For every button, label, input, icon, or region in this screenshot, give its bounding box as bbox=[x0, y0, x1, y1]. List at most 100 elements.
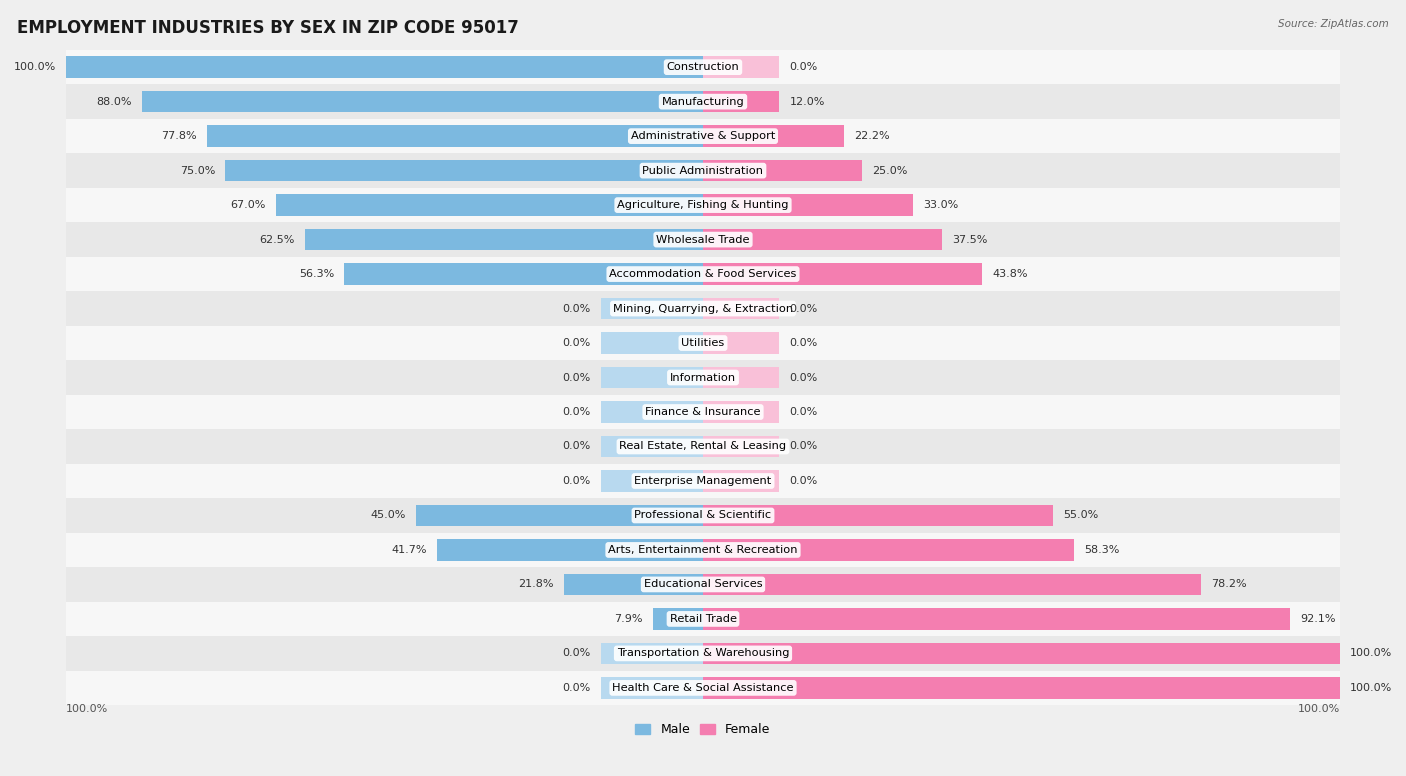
Text: 0.0%: 0.0% bbox=[562, 407, 591, 417]
Bar bbox=[602, 470, 703, 492]
Bar bbox=[703, 298, 779, 319]
Text: Mining, Quarrying, & Extraction: Mining, Quarrying, & Extraction bbox=[613, 303, 793, 314]
Text: Manufacturing: Manufacturing bbox=[662, 97, 744, 106]
Text: 0.0%: 0.0% bbox=[562, 649, 591, 658]
Bar bbox=[602, 298, 703, 319]
Text: 0.0%: 0.0% bbox=[562, 683, 591, 693]
Bar bbox=[602, 436, 703, 457]
Legend: Male, Female: Male, Female bbox=[630, 719, 776, 742]
Bar bbox=[703, 195, 914, 216]
Bar bbox=[66, 223, 1340, 257]
Text: 43.8%: 43.8% bbox=[993, 269, 1028, 279]
Text: 0.0%: 0.0% bbox=[562, 303, 591, 314]
Bar bbox=[703, 160, 862, 182]
Bar bbox=[703, 263, 981, 285]
Text: Professional & Scientific: Professional & Scientific bbox=[634, 511, 772, 521]
Text: 56.3%: 56.3% bbox=[299, 269, 335, 279]
Bar bbox=[66, 464, 1340, 498]
Text: Construction: Construction bbox=[666, 62, 740, 72]
Bar bbox=[602, 643, 703, 664]
Text: 33.0%: 33.0% bbox=[924, 200, 959, 210]
Text: 77.8%: 77.8% bbox=[162, 131, 197, 141]
Bar bbox=[652, 608, 703, 629]
Bar bbox=[703, 608, 1289, 629]
Text: 100.0%: 100.0% bbox=[66, 705, 108, 714]
Bar bbox=[703, 677, 1340, 698]
Text: 67.0%: 67.0% bbox=[231, 200, 266, 210]
Bar bbox=[703, 57, 779, 78]
Text: Health Care & Social Assistance: Health Care & Social Assistance bbox=[612, 683, 794, 693]
Bar bbox=[602, 677, 703, 698]
Bar bbox=[703, 573, 1201, 595]
Bar bbox=[66, 532, 1340, 567]
Text: 37.5%: 37.5% bbox=[952, 234, 987, 244]
Text: 62.5%: 62.5% bbox=[259, 234, 295, 244]
Bar bbox=[66, 429, 1340, 464]
Bar bbox=[703, 332, 779, 354]
Bar bbox=[703, 401, 779, 423]
Text: Retail Trade: Retail Trade bbox=[669, 614, 737, 624]
Bar bbox=[344, 263, 703, 285]
Bar bbox=[66, 291, 1340, 326]
Text: EMPLOYMENT INDUSTRIES BY SEX IN ZIP CODE 95017: EMPLOYMENT INDUSTRIES BY SEX IN ZIP CODE… bbox=[17, 19, 519, 37]
Text: Information: Information bbox=[669, 372, 737, 383]
Bar bbox=[602, 332, 703, 354]
Bar bbox=[66, 50, 1340, 85]
Text: Finance & Insurance: Finance & Insurance bbox=[645, 407, 761, 417]
Text: 100.0%: 100.0% bbox=[1350, 683, 1392, 693]
Text: 100.0%: 100.0% bbox=[14, 62, 56, 72]
Bar bbox=[66, 395, 1340, 429]
Bar bbox=[66, 670, 1340, 705]
Bar bbox=[564, 573, 703, 595]
Text: Public Administration: Public Administration bbox=[643, 165, 763, 175]
Bar bbox=[602, 401, 703, 423]
Bar bbox=[66, 119, 1340, 154]
Text: Administrative & Support: Administrative & Support bbox=[631, 131, 775, 141]
Bar bbox=[66, 498, 1340, 532]
Text: 78.2%: 78.2% bbox=[1212, 580, 1247, 590]
Bar bbox=[703, 643, 1340, 664]
Text: 88.0%: 88.0% bbox=[97, 97, 132, 106]
Text: 45.0%: 45.0% bbox=[371, 511, 406, 521]
Bar bbox=[437, 539, 703, 560]
Bar bbox=[66, 360, 1340, 395]
Bar bbox=[66, 636, 1340, 670]
Text: 0.0%: 0.0% bbox=[790, 476, 818, 486]
Bar bbox=[66, 85, 1340, 119]
Bar bbox=[208, 126, 703, 147]
Text: Arts, Entertainment & Recreation: Arts, Entertainment & Recreation bbox=[609, 545, 797, 555]
Text: Real Estate, Rental & Leasing: Real Estate, Rental & Leasing bbox=[620, 442, 786, 452]
Text: 0.0%: 0.0% bbox=[562, 442, 591, 452]
Text: 21.8%: 21.8% bbox=[519, 580, 554, 590]
Bar bbox=[703, 229, 942, 251]
Bar bbox=[66, 57, 703, 78]
Text: 22.2%: 22.2% bbox=[855, 131, 890, 141]
Bar bbox=[142, 91, 703, 113]
Text: 58.3%: 58.3% bbox=[1084, 545, 1121, 555]
Text: 0.0%: 0.0% bbox=[790, 442, 818, 452]
Text: 75.0%: 75.0% bbox=[180, 165, 215, 175]
Bar bbox=[66, 567, 1340, 601]
Bar bbox=[305, 229, 703, 251]
Text: 7.9%: 7.9% bbox=[614, 614, 643, 624]
Text: 0.0%: 0.0% bbox=[562, 338, 591, 348]
Bar bbox=[225, 160, 703, 182]
Text: Enterprise Management: Enterprise Management bbox=[634, 476, 772, 486]
Text: 0.0%: 0.0% bbox=[790, 372, 818, 383]
Text: 0.0%: 0.0% bbox=[790, 303, 818, 314]
Bar bbox=[602, 367, 703, 388]
Text: Agriculture, Fishing & Hunting: Agriculture, Fishing & Hunting bbox=[617, 200, 789, 210]
Text: 0.0%: 0.0% bbox=[790, 62, 818, 72]
Text: Wholesale Trade: Wholesale Trade bbox=[657, 234, 749, 244]
Bar bbox=[703, 126, 845, 147]
Bar bbox=[66, 188, 1340, 223]
Text: Accommodation & Food Services: Accommodation & Food Services bbox=[609, 269, 797, 279]
Text: 41.7%: 41.7% bbox=[392, 545, 427, 555]
Text: 100.0%: 100.0% bbox=[1350, 649, 1392, 658]
Bar bbox=[66, 154, 1340, 188]
Text: Transportation & Warehousing: Transportation & Warehousing bbox=[617, 649, 789, 658]
Text: Source: ZipAtlas.com: Source: ZipAtlas.com bbox=[1278, 19, 1389, 29]
Text: 100.0%: 100.0% bbox=[1298, 705, 1340, 714]
Bar bbox=[703, 470, 779, 492]
Text: 0.0%: 0.0% bbox=[562, 372, 591, 383]
